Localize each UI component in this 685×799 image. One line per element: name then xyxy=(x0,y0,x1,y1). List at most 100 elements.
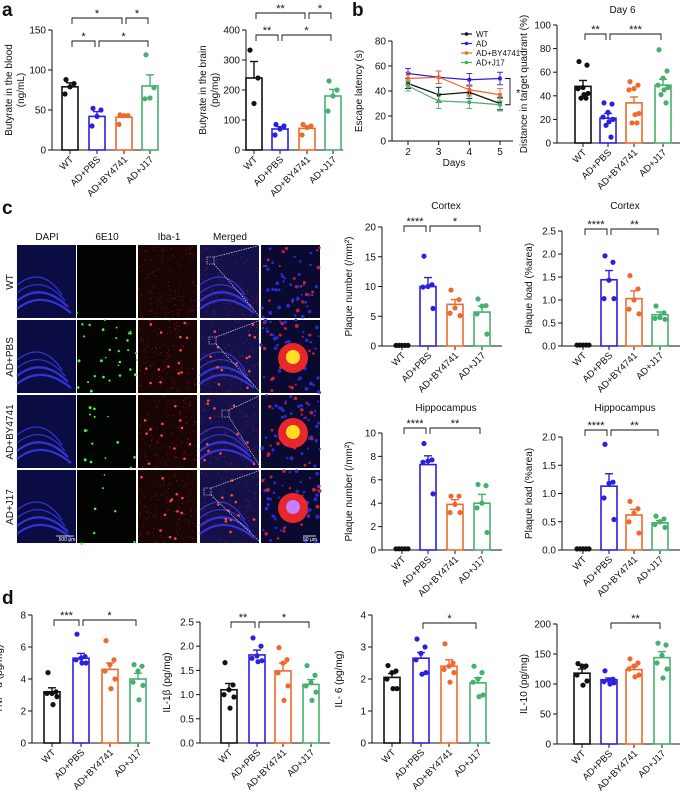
microglia-dot xyxy=(141,439,143,441)
nucleus-dot xyxy=(283,414,287,418)
microglia-dot xyxy=(170,378,172,380)
data-point xyxy=(580,682,586,688)
microglia-dot xyxy=(247,290,249,292)
nucleus-dot xyxy=(284,246,289,251)
data-point xyxy=(422,644,428,650)
y-tick-label: 2.0 xyxy=(542,433,556,444)
inset-guide-line xyxy=(213,244,262,258)
microglia-cluster xyxy=(213,407,216,410)
microglia-dot xyxy=(165,536,167,538)
microglia-dot xyxy=(185,421,187,423)
microglia-dot xyxy=(205,322,207,324)
microglia-cluster xyxy=(168,535,172,539)
microglia-dot xyxy=(235,260,237,262)
nucleus-dot xyxy=(282,529,286,533)
significance-label: * xyxy=(304,25,309,37)
microglia-dot xyxy=(181,502,183,504)
microglia-dot xyxy=(235,395,237,397)
microglia-dot xyxy=(157,381,159,383)
nucleus-dot xyxy=(302,283,305,287)
microglia-dot xyxy=(142,465,144,467)
microglia-dot xyxy=(246,505,248,507)
nucleus-dot xyxy=(281,274,285,279)
y-tick-label: 80 xyxy=(540,44,552,55)
microglia-dot xyxy=(146,512,148,514)
microglia-dot xyxy=(213,366,215,368)
microglia-dot xyxy=(157,528,159,530)
data-point xyxy=(442,641,448,647)
nucleus-dot xyxy=(269,497,272,501)
data-point xyxy=(635,286,641,292)
microglia-dot xyxy=(139,423,141,425)
microglia-dot xyxy=(235,541,237,543)
microglia-dot xyxy=(191,430,193,432)
nucleus-dot xyxy=(316,249,319,252)
microglia-dot xyxy=(234,358,236,360)
microglia-dot xyxy=(156,441,158,443)
micrograph-3-3 xyxy=(199,469,260,543)
hippocampus-layer xyxy=(199,441,252,458)
column-header-6e10: 6E10 xyxy=(95,232,119,243)
microglia-dot xyxy=(230,352,232,354)
nucleus-dot xyxy=(273,434,278,438)
microglia-dot xyxy=(202,472,204,474)
microglia-dot xyxy=(139,329,141,331)
microglia-dot xyxy=(182,479,184,481)
x-tick-label: WT xyxy=(571,350,589,368)
microglia-dot xyxy=(180,430,182,432)
amyloid-dot xyxy=(108,348,112,352)
y-tick-label: 200 xyxy=(534,620,551,631)
microglia-cluster xyxy=(180,371,183,374)
y-tick-label: 0 xyxy=(40,146,46,157)
microglia-dot xyxy=(194,285,196,287)
x-tick-label: WT xyxy=(390,350,408,368)
y-tick-label: 0.0 xyxy=(542,342,556,353)
microglia-dot xyxy=(215,258,217,260)
y-tick-label: 5 xyxy=(370,312,376,323)
data-point xyxy=(586,342,592,348)
amyloid-dot xyxy=(87,380,90,384)
data-point xyxy=(429,457,435,463)
microglia-cluster xyxy=(208,416,212,420)
y-tick-label: 20 xyxy=(365,223,377,234)
data-point xyxy=(436,75,441,80)
data-point xyxy=(227,705,233,711)
microglia-dot xyxy=(252,448,254,450)
nucleus-dot xyxy=(307,514,310,517)
nucleus-dot xyxy=(295,489,299,494)
microglia-dot xyxy=(248,349,250,351)
significance-bracket xyxy=(230,621,256,628)
data-point xyxy=(657,314,663,321)
microglia-dot xyxy=(176,529,178,531)
nucleus-dot xyxy=(302,490,306,494)
amyloid-dot xyxy=(118,374,122,377)
nucleus-dot xyxy=(278,320,282,323)
microglia-dot xyxy=(204,474,206,476)
x-tick-label: AD+J17 xyxy=(634,554,666,586)
y-tick-label: 60 xyxy=(540,68,552,79)
hippocampus-layer xyxy=(199,298,255,314)
data-point xyxy=(480,692,486,698)
microglia-dot xyxy=(247,259,249,261)
microglia-dot xyxy=(225,347,227,349)
data-point xyxy=(117,112,123,118)
nucleus-dot xyxy=(261,315,265,319)
y-tick-label: 10 xyxy=(365,282,377,293)
microglia-dot xyxy=(236,297,238,299)
microglia-dot xyxy=(185,253,187,255)
microglia-dot xyxy=(162,262,164,264)
microglia-cluster xyxy=(149,428,152,431)
nucleus-dot xyxy=(304,387,309,391)
microglia-dot xyxy=(186,453,188,455)
microglia-dot xyxy=(168,483,170,485)
microglia-dot xyxy=(238,406,240,408)
microglia-dot xyxy=(253,429,255,431)
data-point xyxy=(406,76,410,81)
microglia-dot xyxy=(239,384,241,386)
microglia-dot xyxy=(248,532,250,534)
data-point xyxy=(303,683,309,689)
microglia-dot xyxy=(238,303,240,305)
microglia-dot xyxy=(254,498,256,500)
